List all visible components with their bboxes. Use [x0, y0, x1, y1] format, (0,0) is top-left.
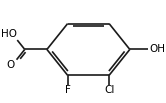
Text: O: O — [7, 60, 15, 70]
Text: F: F — [65, 85, 71, 95]
Text: OH: OH — [150, 44, 166, 54]
Text: Cl: Cl — [104, 85, 114, 95]
Text: HO: HO — [0, 29, 17, 39]
